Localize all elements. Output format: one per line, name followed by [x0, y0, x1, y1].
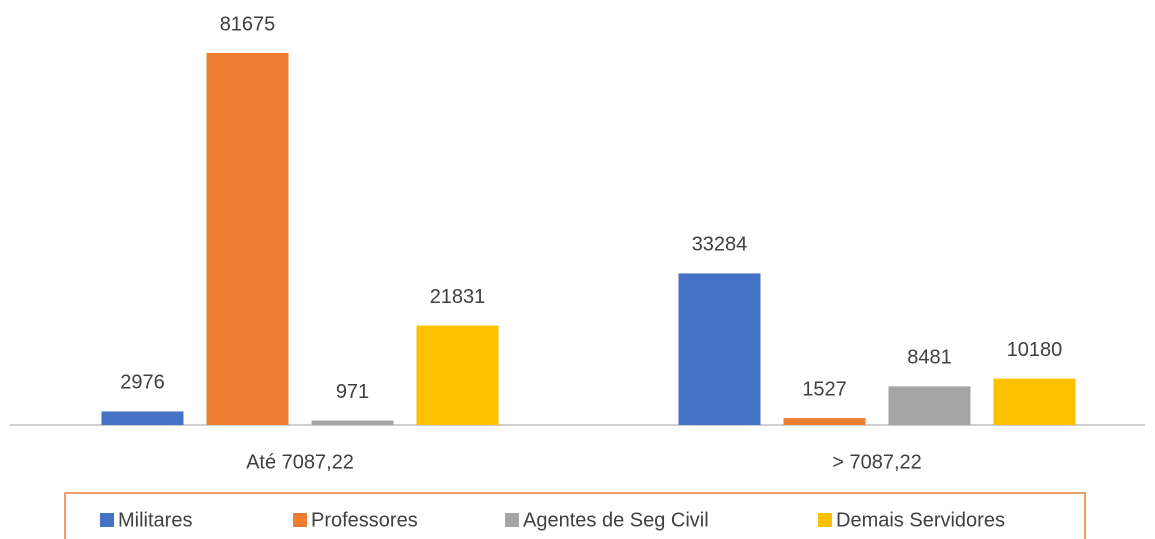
bar: [101, 411, 184, 425]
legend-label: Professores: [311, 509, 418, 531]
data-label: 81675: [220, 13, 276, 35]
data-label: 10180: [1007, 339, 1063, 361]
legend-swatch: [293, 513, 307, 527]
data-label: 1527: [802, 378, 847, 400]
bar: [783, 418, 866, 425]
data-label: 2976: [120, 372, 165, 394]
data-label: 33284: [692, 234, 748, 256]
bar: [993, 378, 1076, 425]
legend-label: Agentes de Seg Civil: [523, 509, 709, 531]
bar: [206, 53, 289, 425]
legend-box: [64, 492, 1086, 539]
x-tick-label: > 7087,22: [832, 451, 922, 473]
x-tick-label: Até 7087,22: [246, 451, 354, 473]
bar: [416, 325, 499, 425]
data-label: 8481: [907, 347, 952, 369]
data-label: 971: [336, 381, 369, 403]
bar: [888, 386, 971, 425]
legend-swatch: [100, 513, 114, 527]
data-label: 21831: [430, 286, 486, 308]
bar: [311, 420, 394, 425]
bar: [678, 273, 761, 425]
legend-label: Militares: [118, 509, 192, 531]
legend-swatch: [818, 513, 832, 527]
legend-label: Demais Servidores: [836, 509, 1005, 531]
legend-swatch: [505, 513, 519, 527]
